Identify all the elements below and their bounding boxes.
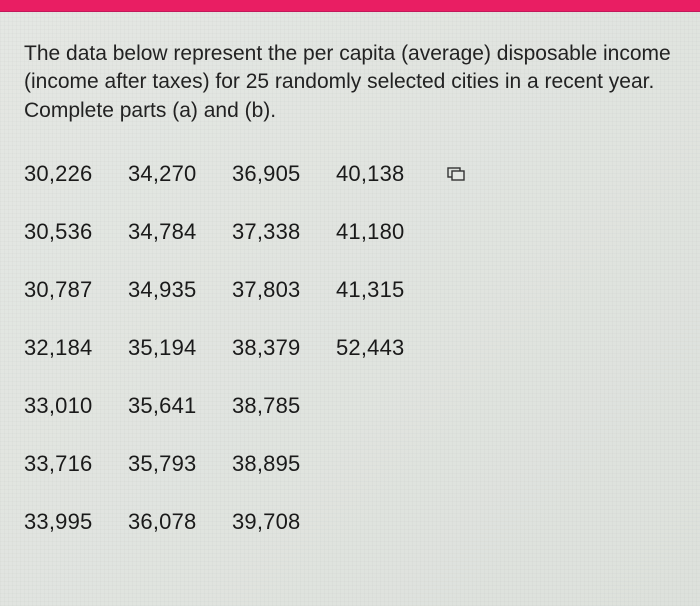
data-table: 30,226 34,270 36,905 40,138 30,536 34,78… xyxy=(24,161,676,535)
table-row: 33,010 35,641 38,785 xyxy=(24,393,676,419)
data-cell: 37,803 xyxy=(232,277,314,303)
data-cell: 35,641 xyxy=(128,393,210,419)
data-cell: 38,785 xyxy=(232,393,314,419)
data-cell: 30,536 xyxy=(24,219,106,245)
copy-icon[interactable] xyxy=(446,165,466,183)
data-cell: 33,995 xyxy=(24,509,106,535)
table-row: 30,787 34,935 37,803 41,315 xyxy=(24,277,676,303)
data-cell: 41,180 xyxy=(336,219,418,245)
accent-top-bar xyxy=(0,0,700,12)
data-cell: 38,895 xyxy=(232,451,314,477)
page-container: The data below represent the per capita … xyxy=(0,12,700,606)
data-cell: 35,194 xyxy=(128,335,210,361)
data-cell: 36,905 xyxy=(232,161,314,187)
table-row: 32,184 35,194 38,379 52,443 xyxy=(24,335,676,361)
data-cell: 40,138 xyxy=(336,161,418,187)
data-cell: 38,379 xyxy=(232,335,314,361)
data-cell: 33,010 xyxy=(24,393,106,419)
table-row: 30,226 34,270 36,905 40,138 xyxy=(24,161,676,187)
data-cell: 30,787 xyxy=(24,277,106,303)
data-cell: 39,708 xyxy=(232,509,314,535)
data-cell: 37,338 xyxy=(232,219,314,245)
data-cell: 36,078 xyxy=(128,509,210,535)
table-row: 33,995 36,078 39,708 xyxy=(24,509,676,535)
question-prompt: The data below represent the per capita … xyxy=(24,40,676,125)
data-cell: 41,315 xyxy=(336,277,418,303)
data-cell: 30,226 xyxy=(24,161,106,187)
data-cell: 35,793 xyxy=(128,451,210,477)
data-cell: 33,716 xyxy=(24,451,106,477)
data-cell: 32,184 xyxy=(24,335,106,361)
data-cell: 34,270 xyxy=(128,161,210,187)
data-cell: 52,443 xyxy=(336,335,418,361)
table-row: 30,536 34,784 37,338 41,180 xyxy=(24,219,676,245)
data-cell: 34,784 xyxy=(128,219,210,245)
data-cell: 34,935 xyxy=(128,277,210,303)
table-row: 33,716 35,793 38,895 xyxy=(24,451,676,477)
